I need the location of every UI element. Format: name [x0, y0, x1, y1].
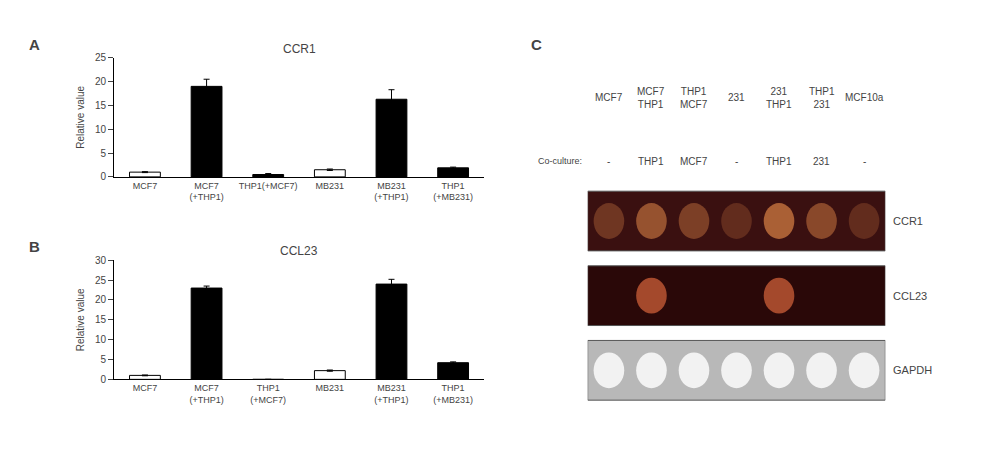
svg-text:Relative value: Relative value: [75, 288, 86, 351]
svg-text:MCF7(+THP1): MCF7(+THP1): [189, 383, 223, 405]
svg-text:THP1(+MB231): THP1(+MB231): [433, 383, 473, 405]
svg-text:THP1(+MCF7): THP1(+MCF7): [250, 383, 286, 405]
svg-text:MB231: MB231: [316, 181, 345, 191]
svg-text:MCF7: MCF7: [680, 156, 708, 167]
svg-text:Co-culture:: Co-culture:: [538, 156, 582, 166]
svg-text:MB231: MB231: [316, 383, 345, 393]
svg-text:MCF7: MCF7: [133, 181, 158, 191]
svg-text:0: 0: [101, 374, 107, 385]
svg-text:10: 10: [95, 334, 107, 345]
svg-text:MCF7(+THP1): MCF7(+THP1): [189, 181, 223, 203]
svg-text:MB231(+THP1): MB231(+THP1): [374, 383, 408, 405]
svg-text:MCF7: MCF7: [133, 383, 158, 393]
svg-text:5: 5: [101, 148, 107, 159]
svg-text:-: -: [863, 156, 866, 167]
svg-text:30: 30: [95, 255, 107, 266]
svg-text:CCR1: CCR1: [893, 215, 923, 227]
svg-text:15: 15: [95, 100, 107, 111]
svg-text:THP1MCF7: THP1MCF7: [680, 86, 708, 110]
svg-text:B: B: [29, 238, 40, 255]
svg-text:THP1: THP1: [638, 156, 664, 167]
svg-text:MCF7: MCF7: [595, 92, 623, 103]
svg-text:CCL23: CCL23: [280, 244, 318, 258]
svg-text:THP1(+MCF7): THP1(+MCF7): [239, 181, 298, 191]
svg-text:THP1(+MB231): THP1(+MB231): [433, 181, 473, 203]
svg-text:A: A: [29, 36, 40, 53]
svg-text:15: 15: [95, 314, 107, 325]
svg-text:231: 231: [728, 92, 745, 103]
svg-text:5: 5: [101, 354, 107, 365]
svg-text:231: 231: [813, 156, 830, 167]
svg-text:231THP1: 231THP1: [766, 86, 792, 110]
svg-text:-: -: [735, 156, 738, 167]
svg-text:25: 25: [95, 52, 107, 63]
svg-text:0: 0: [101, 171, 107, 182]
svg-text:20: 20: [95, 294, 107, 305]
svg-text:MCF10a: MCF10a: [845, 92, 884, 103]
svg-text:THP1: THP1: [766, 156, 792, 167]
svg-text:CCR1: CCR1: [283, 42, 316, 56]
svg-text:Relative value: Relative value: [75, 85, 86, 148]
svg-text:MB231(+THP1): MB231(+THP1): [374, 181, 408, 203]
svg-text:MCF7THP1: MCF7THP1: [637, 86, 665, 110]
svg-text:GAPDH: GAPDH: [893, 364, 932, 376]
svg-text:THP1231: THP1231: [809, 86, 835, 110]
svg-text:-: -: [607, 156, 610, 167]
svg-text:20: 20: [95, 76, 107, 87]
svg-text:10: 10: [95, 124, 107, 135]
svg-text:CCL23: CCL23: [893, 290, 927, 302]
svg-text:25: 25: [95, 275, 107, 286]
svg-text:C: C: [531, 36, 542, 53]
